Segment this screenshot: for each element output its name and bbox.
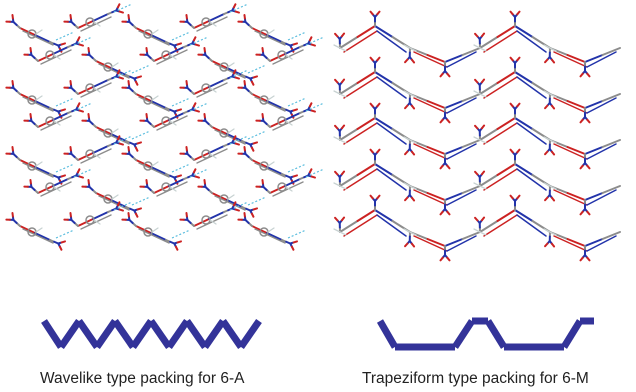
schematic-segment — [166, 319, 190, 349]
schematic-segment — [130, 319, 154, 349]
schematic-segment — [238, 319, 262, 349]
molecule — [5, 13, 75, 53]
molecule — [197, 112, 267, 152]
molecule — [179, 201, 249, 230]
molecule — [179, 3, 249, 32]
wavelike-packing-crystal-structure — [5, 3, 325, 251]
molecule — [63, 69, 133, 98]
molecule — [473, 56, 551, 99]
molecule — [473, 148, 551, 191]
schematic-segment — [220, 319, 244, 349]
schematic-segment — [184, 319, 208, 349]
molecule — [139, 168, 209, 197]
molecule — [63, 135, 133, 164]
molecule — [23, 168, 93, 197]
molecule — [237, 79, 307, 119]
molecule — [333, 148, 411, 191]
molecule — [403, 136, 481, 170]
molecule — [255, 36, 325, 65]
molecule — [403, 182, 481, 216]
molecule — [121, 13, 191, 53]
molecule — [403, 228, 481, 262]
schematic-segment — [376, 319, 399, 349]
schematic-segment — [485, 319, 507, 349]
molecule — [197, 46, 267, 86]
molecule — [543, 228, 621, 262]
molecule — [5, 79, 75, 119]
molecule — [139, 102, 209, 131]
schematic-segment — [41, 319, 64, 349]
trapeziform-packing-schematic — [376, 317, 594, 351]
molecule — [23, 102, 93, 131]
molecule — [179, 135, 249, 164]
schematic-segment — [561, 319, 583, 349]
molecule — [5, 145, 75, 185]
molecule — [543, 136, 621, 170]
schematic-segment — [94, 319, 118, 349]
molecule — [543, 90, 621, 124]
molecule — [473, 10, 551, 53]
schematic-segment — [112, 319, 136, 349]
molecule — [543, 182, 621, 216]
molecule — [121, 79, 191, 119]
molecule — [333, 194, 411, 237]
schematic-segment — [76, 319, 100, 349]
schematic-segment — [58, 319, 82, 349]
molecule — [121, 145, 191, 185]
schematic-segment — [202, 319, 226, 349]
molecule — [23, 36, 93, 65]
molecule — [63, 3, 133, 32]
wavelike-packing-caption: Wavelike type packing for 6-A — [40, 370, 245, 387]
molecule — [403, 44, 481, 78]
molecule — [237, 13, 307, 53]
molecule — [255, 168, 325, 197]
molecule — [473, 194, 551, 237]
schematic-segment — [452, 319, 475, 349]
molecule — [5, 211, 75, 251]
molecule — [63, 201, 133, 230]
molecule — [197, 178, 267, 218]
molecule — [333, 56, 411, 99]
trapeziform-packing-caption: Trapeziform type packing for 6-M — [362, 370, 589, 387]
molecule — [81, 46, 151, 86]
wavelike-packing-schematic — [41, 319, 262, 349]
molecule — [333, 102, 411, 145]
molecule — [237, 145, 307, 185]
schematic-segment — [148, 319, 172, 349]
molecule — [81, 178, 151, 218]
molecule — [255, 102, 325, 131]
molecule — [81, 112, 151, 152]
trapeziform-packing-crystal-structure — [333, 10, 621, 262]
molecule — [403, 90, 481, 124]
molecule — [333, 10, 411, 53]
molecule — [121, 211, 191, 251]
molecule — [237, 211, 307, 251]
molecule — [473, 102, 551, 145]
molecule — [179, 69, 249, 98]
molecule — [139, 36, 209, 65]
molecule — [543, 44, 621, 78]
